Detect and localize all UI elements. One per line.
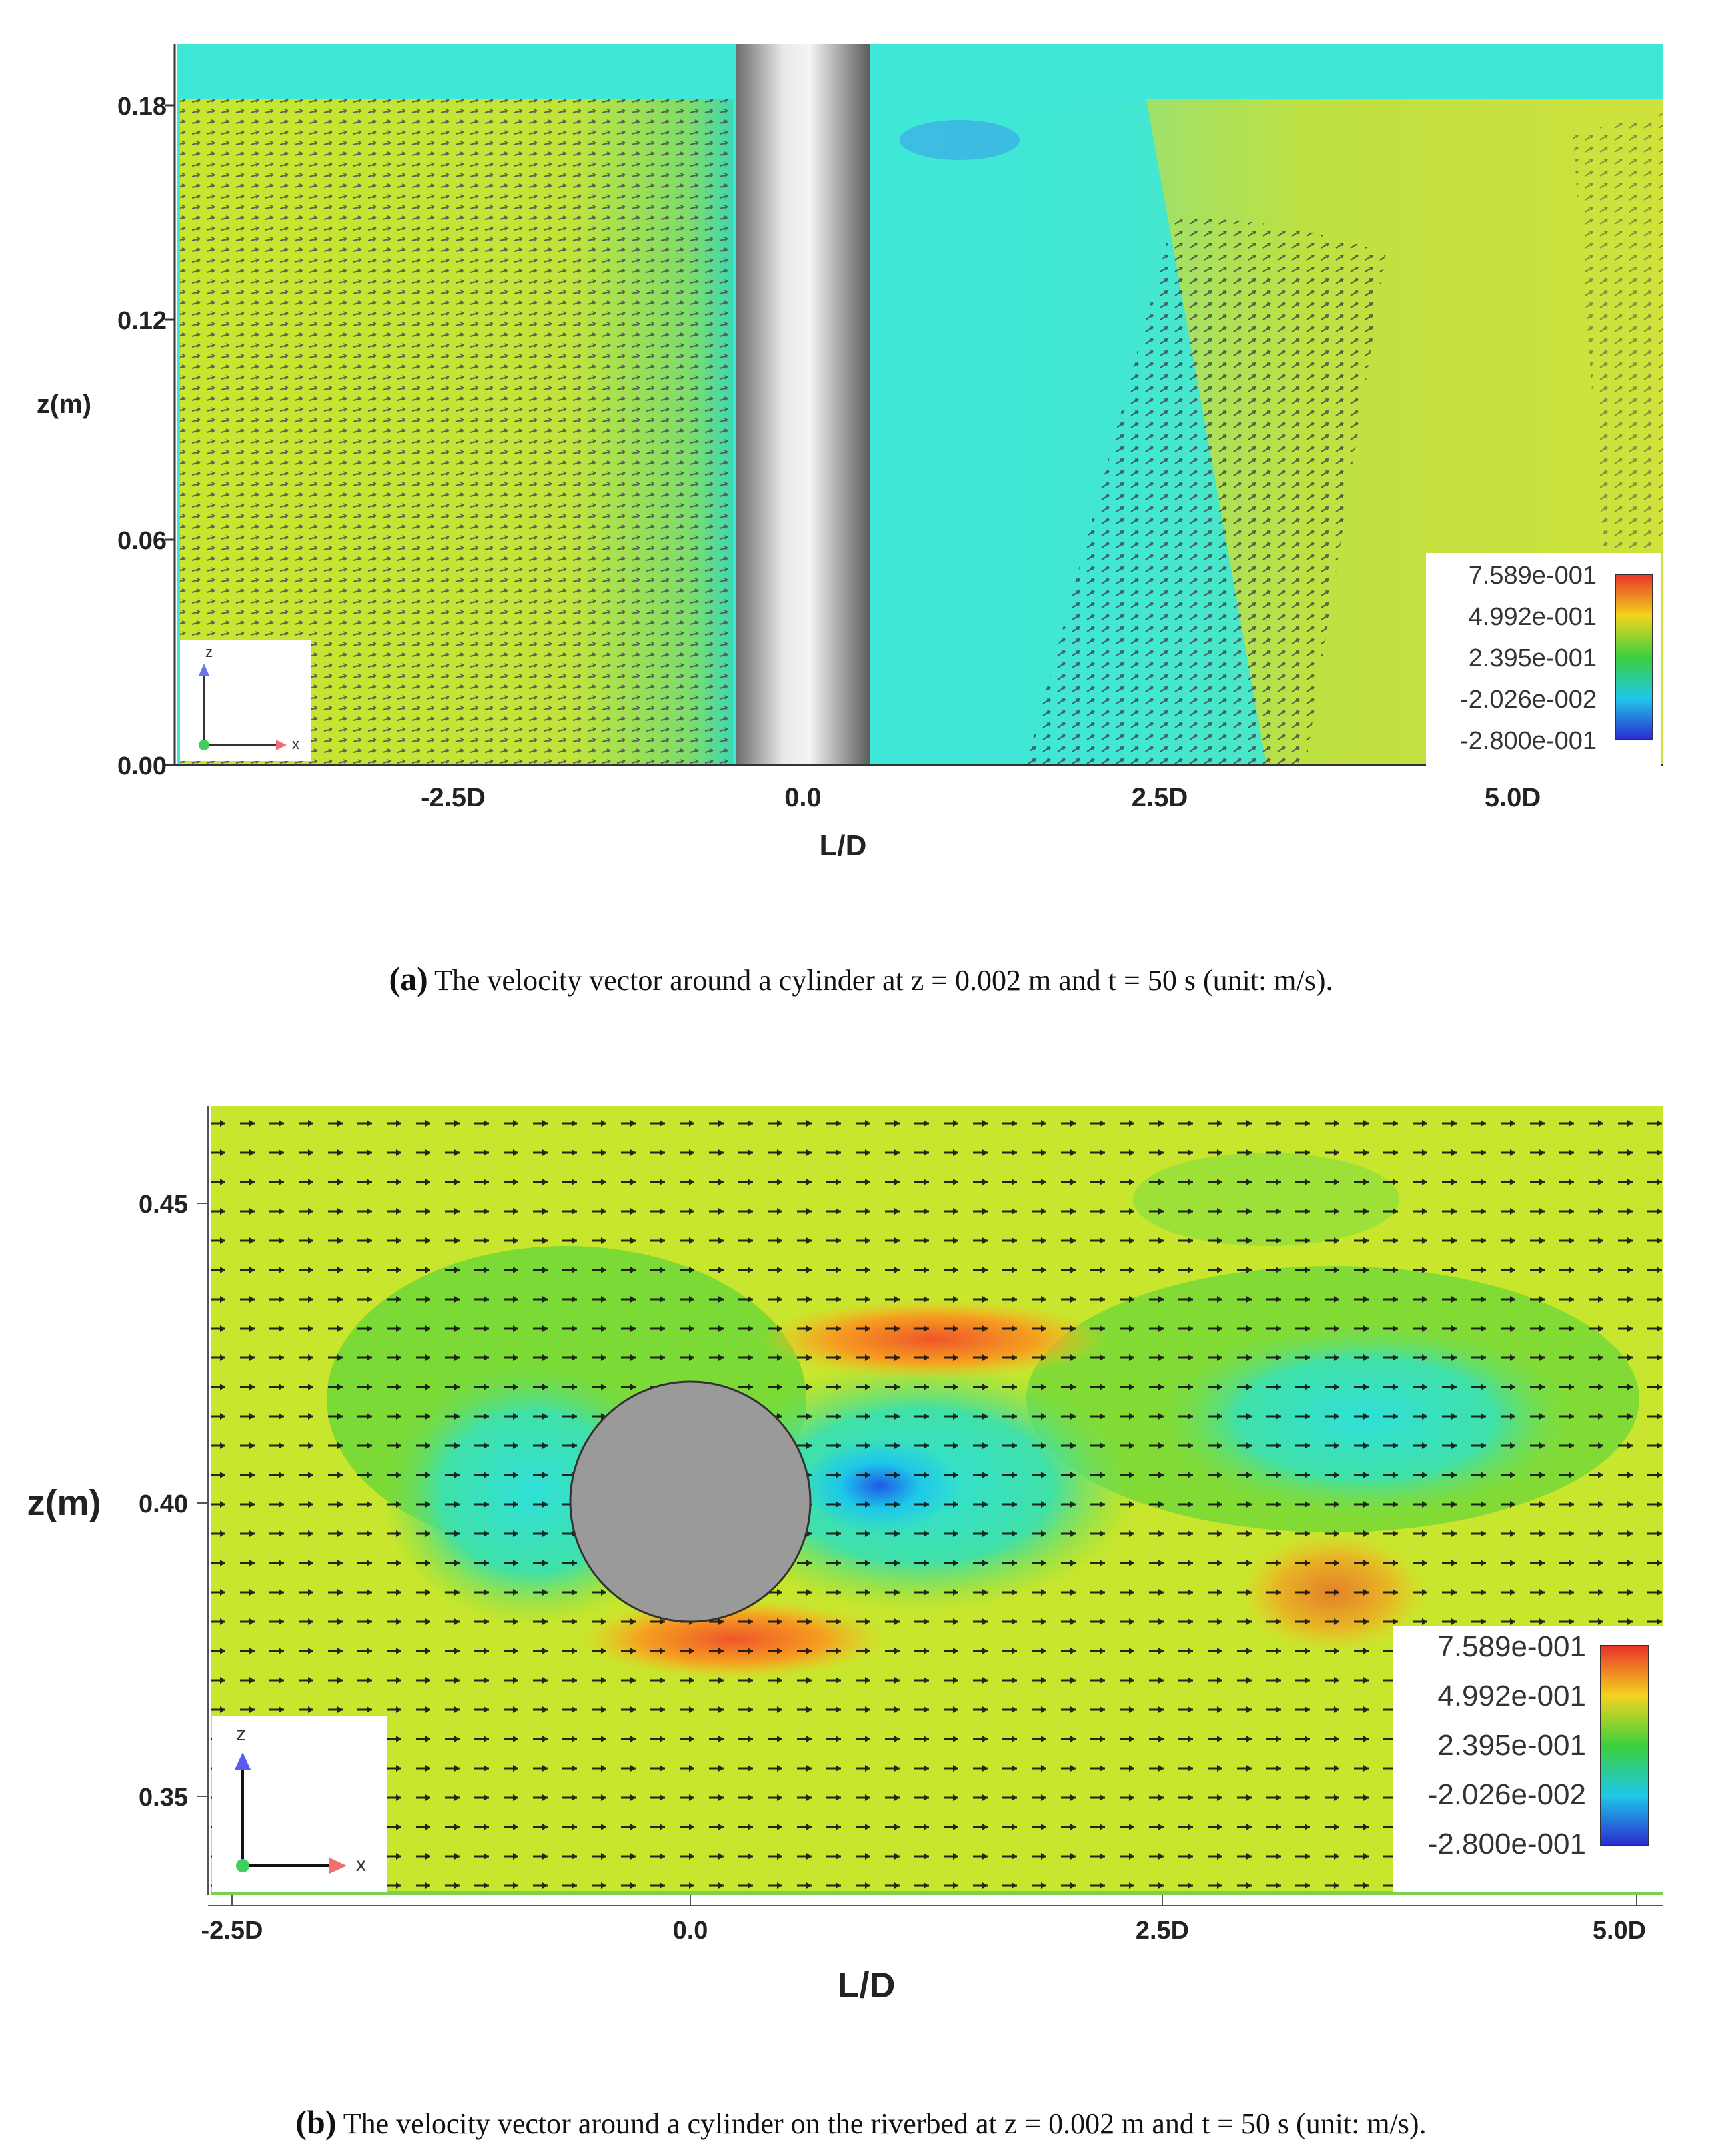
colorbar-a-label-1: 4.992e-001 [1469, 603, 1597, 631]
panel-label-b: (b) [295, 2103, 337, 2141]
x-tick-a-2: 2.5D [1132, 783, 1188, 812]
chart-a: 0.18 0.12 0.06 0.00 z(m) -2.5D 0.0 2.5D … [37, 44, 1663, 862]
colorbar-b-label-2: 2.395e-001 [1437, 1729, 1586, 1762]
colorbar-a-label-2: 2.395e-001 [1469, 644, 1597, 672]
plot-area-b [211, 1106, 1663, 1895]
x-tick-b-2: 2.5D [1136, 1917, 1189, 1945]
axes-b [197, 1106, 1663, 1906]
triad-z-label-b: z [236, 1723, 246, 1745]
x-tick-b-1: 0.0 [673, 1917, 708, 1945]
caption-text-a: The velocity vector around a cylinder at… [434, 964, 1333, 997]
triad-z-label-a: z [205, 644, 213, 660]
triad-x-label-b: x [356, 1854, 366, 1876]
x-tick-a-3: 5.0D [1485, 783, 1541, 812]
y-axis-label-b: z(m) [27, 1483, 101, 1523]
colorbar-gradient-b [1600, 1645, 1649, 1846]
x-tick-b-3: 5.0D [1593, 1917, 1646, 1945]
colorbar-b-label-0: 7.589e-001 [1437, 1630, 1586, 1663]
plot-area-a [177, 44, 1663, 764]
axes-triad-a: z x [180, 640, 311, 761]
x-tick-a-0: -2.5D [421, 783, 486, 812]
caption-b: (b) The velocity vector around a cylinde… [0, 2103, 1722, 2141]
axes-triad-b: z x [212, 1716, 387, 1892]
colorbar-gradient-a [1615, 574, 1653, 740]
cylinder-obstacle-a [736, 44, 870, 764]
colorbar-b-label-3: -2.026e-002 [1428, 1778, 1586, 1811]
y-tick-b-1: 0.40 [139, 1490, 188, 1518]
caption-text-b: The velocity vector around a cylinder on… [343, 2107, 1427, 2140]
triad-x-label-a: x [292, 736, 299, 752]
y-tick-a-0: 0.00 [117, 752, 167, 780]
y-tick-b-2: 0.45 [139, 1191, 188, 1219]
colorbar-b: 7.589e-001 4.992e-001 2.395e-001 -2.026e… [1393, 1626, 1663, 1892]
x-axis-label-a: L/D [820, 829, 867, 862]
panel-label-a: (a) [389, 960, 428, 997]
y-tick-a-3: 0.18 [117, 93, 167, 121]
colorbar-b-label-1: 4.992e-001 [1437, 1680, 1586, 1712]
y-axis-label-a: z(m) [37, 390, 91, 419]
chart-b: 0.45 0.40 0.35 z(m) -2.5D 0.0 2.5D 5.0D … [27, 1106, 1663, 2005]
cylinder-obstacle-b [569, 1380, 812, 1623]
caption-a: (a) The velocity vector around a cylinde… [0, 959, 1722, 998]
colorbar-a-label-3: -2.026e-002 [1460, 686, 1597, 714]
x-tick-a-1: 0.0 [784, 783, 822, 812]
axes-a [165, 44, 1663, 766]
colorbar-a-label-0: 7.589e-001 [1469, 562, 1597, 590]
y-tick-b-0: 0.35 [139, 1784, 188, 1812]
x-axis-label-b: L/D [838, 1965, 896, 2005]
y-tick-a-2: 0.12 [117, 307, 167, 335]
x-tick-b-0: -2.5D [201, 1917, 263, 1945]
y-tick-a-1: 0.06 [117, 527, 167, 555]
colorbar-b-label-4: -2.800e-001 [1428, 1828, 1586, 1860]
colorbar-a-label-4: -2.800e-001 [1460, 727, 1597, 755]
colorbar-a: 7.589e-001 4.992e-001 2.395e-001 -2.026e… [1426, 553, 1661, 766]
